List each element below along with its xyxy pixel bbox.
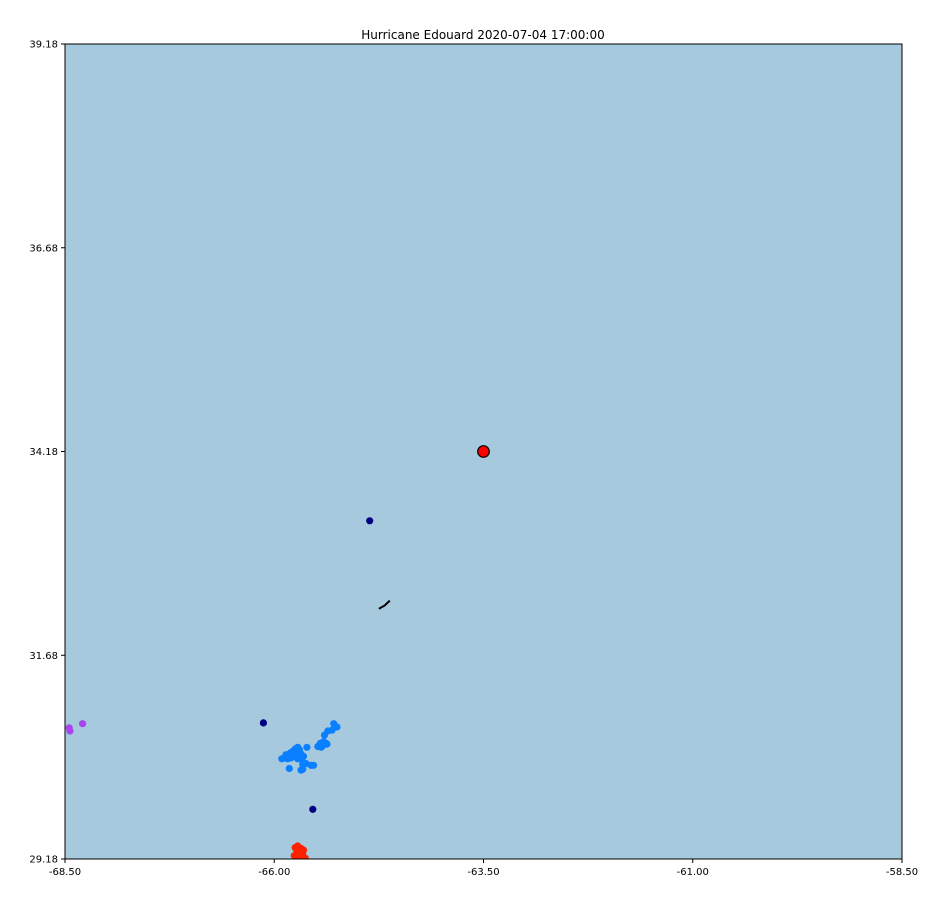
y-tick-label: 34.18: [29, 447, 58, 458]
x-axis-ticks: -68.50 -66.00 -63.50 -61.00 -58.50: [49, 859, 918, 878]
storm-center-layer: [477, 445, 490, 458]
x-tick-label: -63.50: [467, 867, 499, 878]
observation-point-purple: [79, 720, 87, 728]
y-tick-label: 29.18: [29, 855, 58, 866]
y-tick-label: 39.18: [29, 40, 58, 51]
chart-title: Hurricane Edouard 2020-07-04 17:00:00: [361, 28, 604, 42]
y-tick-label: 31.68: [29, 651, 58, 662]
observation-point-blue: [316, 739, 324, 747]
observation-point-blue: [299, 765, 307, 773]
observation-point-blue: [278, 755, 286, 763]
observation-points-layer: [65, 517, 374, 859]
observation-point-blue: [284, 755, 292, 763]
observation-point-red: [296, 855, 304, 859]
observation-point-purple: [66, 727, 74, 735]
x-tick-label: -66.00: [258, 867, 290, 878]
storm-center-marker: [477, 445, 490, 458]
x-tick-label: -61.00: [677, 867, 709, 878]
y-axis-ticks: 39.18 36.68 34.18 31.68 29.18: [29, 40, 65, 866]
observation-point-navy: [259, 719, 267, 727]
observation-point-blue: [320, 731, 329, 739]
x-tick-label: -58.50: [886, 867, 918, 878]
observation-point-blue: [285, 764, 293, 773]
storm-track-line: [378, 599, 391, 610]
observation-point-blue: [322, 739, 330, 747]
observation-point-blue: [303, 743, 311, 751]
y-tick-label: 36.68: [29, 243, 58, 254]
storm-track-layer: [378, 599, 391, 610]
observation-point-navy: [309, 805, 317, 813]
observation-point-blue: [310, 761, 318, 769]
x-tick-label: -68.50: [49, 867, 81, 878]
observation-point-navy: [366, 517, 374, 525]
